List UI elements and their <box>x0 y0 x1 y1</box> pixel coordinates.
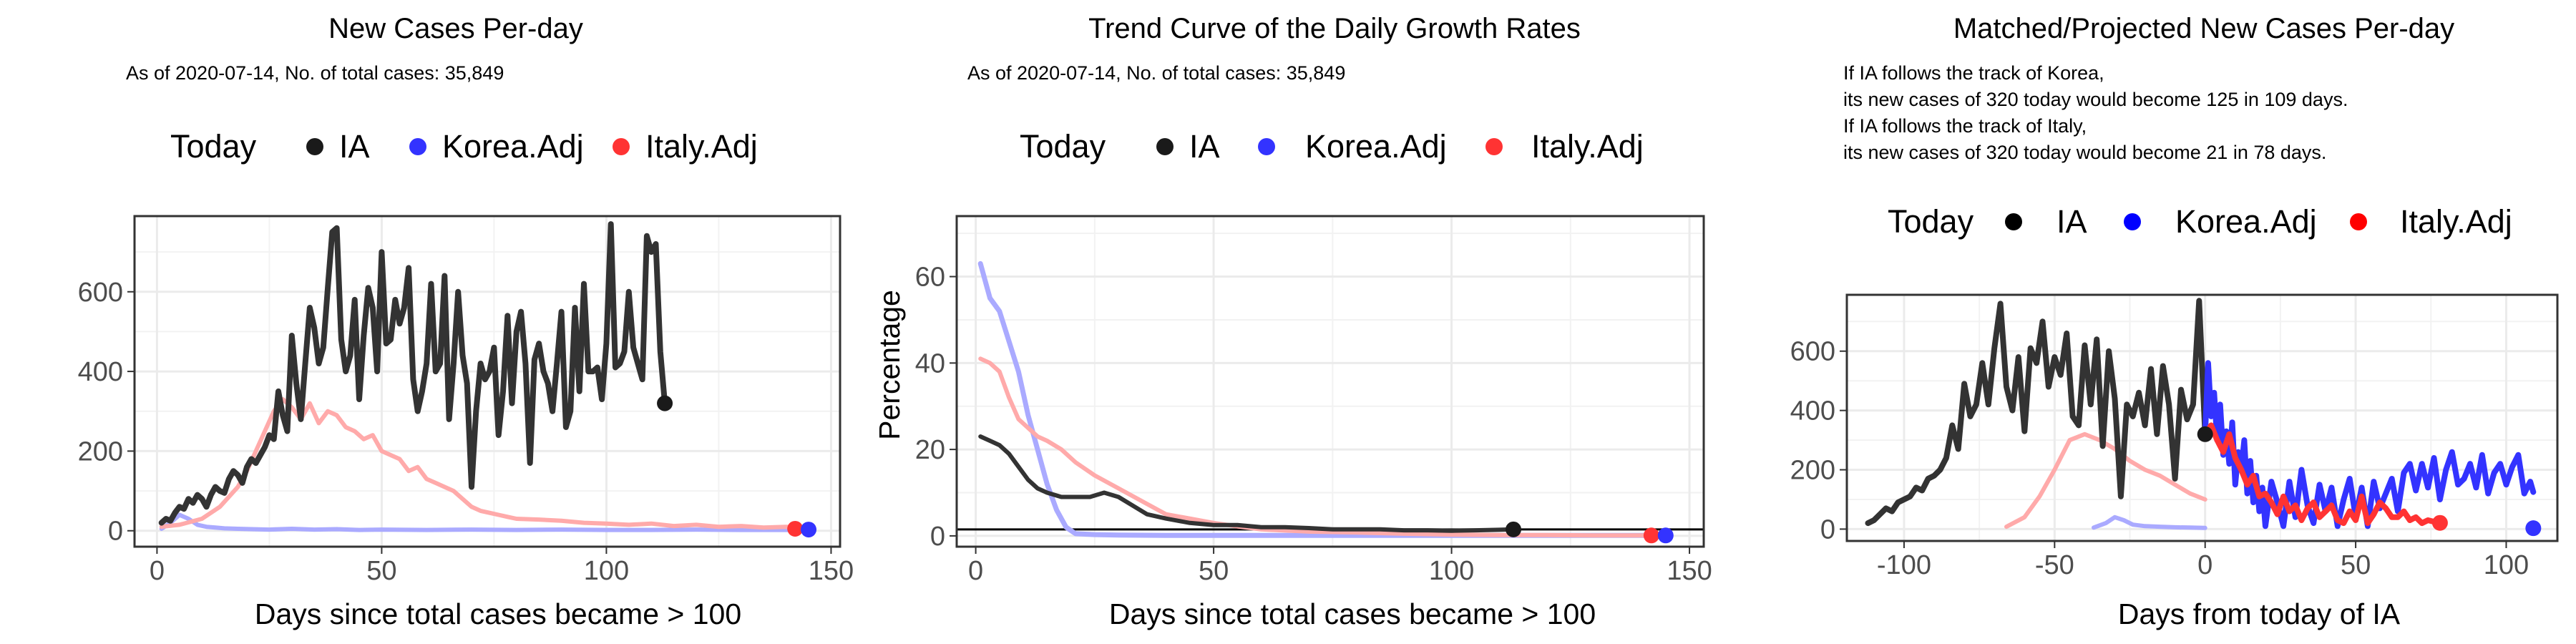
chart3-subtitle-line-2: its new cases of 320 today would become … <box>1843 89 2348 110</box>
legend-ia-dot <box>306 138 323 155</box>
legend-italy-label: Italy.Adj <box>645 128 758 165</box>
x-tick-label: 100 <box>584 556 629 586</box>
y-tick-label: 600 <box>1790 337 1835 367</box>
series-line-korea-adj <box>977 260 1669 538</box>
series-line-korea-adj-matched- <box>2092 514 2207 530</box>
panel-projected-cases: Matched/Projected New Cases Per-day If I… <box>1790 13 2559 630</box>
chart1-legend: Today IA Korea.Adj Italy.Adj <box>170 128 758 165</box>
y-tick-label: 0 <box>108 517 123 547</box>
x-tick-label: 0 <box>2197 550 2212 580</box>
chart2-plot: 0 50 100 150 0 20 40 60 <box>915 215 1712 586</box>
point-today <box>657 395 673 411</box>
panel-border <box>955 215 1705 548</box>
x-tick-label: 0 <box>150 556 165 586</box>
y-tick-label: 0 <box>930 522 945 552</box>
legend-korea-label: Korea.Adj <box>1305 128 1447 165</box>
y-tick-label: 200 <box>1790 456 1835 486</box>
panel-border <box>1845 293 2559 542</box>
x-tick-label: 100 <box>2484 550 2529 580</box>
y-tick-label: 200 <box>78 436 123 467</box>
point-korea-adj <box>2525 520 2542 537</box>
series-line-ia <box>978 434 1516 533</box>
x-tick-label: 0 <box>968 556 983 586</box>
chart3-subtitle-line-1: If IA follows the track of Korea, <box>1843 62 2104 84</box>
point-today <box>2197 426 2213 442</box>
y-tick-label: 60 <box>915 263 945 293</box>
chart3-subtitle-line-3: If IA follows the track of Italy, <box>1843 115 2087 137</box>
legend-italy-label: Italy.Adj <box>1531 128 1644 165</box>
chart3-x-axis-label: Days from today of IA <box>2118 597 2401 630</box>
legend-italy-dot <box>1485 138 1503 155</box>
y-tick-label: 400 <box>1790 396 1835 426</box>
chart3-subtitle-line-4: its new cases of 320 today would become … <box>1843 142 2326 163</box>
point-italy-adj <box>2431 514 2448 531</box>
series-line-italy-adj <box>978 356 1654 538</box>
chart1-subtitle: As of 2020-07-14, No. of total cases: 35… <box>126 62 504 84</box>
chart3-title: Matched/Projected New Cases Per-day <box>1953 13 2454 44</box>
y-tick-label: 0 <box>1820 514 1835 545</box>
legend-korea-label: Korea.Adj <box>442 128 584 165</box>
chart2-legend: Today IA Korea.Adj Italy.Adj <box>1020 128 1644 165</box>
legend-today-label: Today <box>1888 203 1974 240</box>
legend-korea-dot <box>409 138 426 155</box>
series-line-ia <box>1865 298 2208 527</box>
legend-today-label: Today <box>1020 128 1106 165</box>
x-tick-label: 50 <box>2341 550 2371 580</box>
legend-today-label: Today <box>170 128 257 165</box>
chart1-plot: 0 50 100 150 0 200 400 600 <box>78 215 854 586</box>
legend-korea-label: Korea.Adj <box>2175 203 2317 240</box>
chart1-title: New Cases Per-day <box>328 13 583 44</box>
legend-italy-dot <box>613 138 630 155</box>
x-tick-label: 50 <box>1199 556 1229 586</box>
legend-ia-dot <box>2005 213 2022 230</box>
legend-italy-label: Italy.Adj <box>2400 203 2512 240</box>
y-tick-label: 40 <box>915 348 945 379</box>
x-tick-label: -100 <box>1877 550 1931 580</box>
chart2-y-axis-label: Percentage <box>873 290 906 440</box>
y-tick-label: 600 <box>78 278 123 308</box>
series-line-korea-adj <box>2202 360 2537 530</box>
point-italy-adj <box>1643 527 1659 544</box>
series-line-korea-adj <box>159 512 811 532</box>
x-tick-label: 50 <box>366 556 396 586</box>
panel-growth-rates: Trend Curve of the Daily Growth Rates As… <box>873 13 1712 630</box>
chart3-plot: -100 -50 0 50 100 0 200 400 600 <box>1790 293 2559 580</box>
panel-border <box>133 215 841 548</box>
x-tick-label: -50 <box>2035 550 2074 580</box>
series-line-italy-adj <box>2202 422 2443 527</box>
point-today <box>1506 521 1522 537</box>
series-line-ia <box>158 221 668 526</box>
point-italy-adj <box>787 520 804 537</box>
point-korea-adj <box>801 522 817 538</box>
legend-ia-dot <box>1156 138 1174 155</box>
x-tick-label: 100 <box>1429 556 1474 586</box>
x-tick-label: 150 <box>1667 556 1712 586</box>
legend-korea-dot <box>2124 213 2141 230</box>
y-tick-label: 20 <box>915 435 945 465</box>
chart3-legend: Today IA Korea.Adj Italy.Adj <box>1888 203 2512 240</box>
panel-new-cases: New Cases Per-day As of 2020-07-14, No. … <box>78 13 854 630</box>
chart1-x-axis-label: Days since total cases became > 100 <box>255 597 741 630</box>
legend-korea-dot <box>1258 138 1275 155</box>
legend-italy-dot <box>2350 213 2367 230</box>
legend-ia-label: IA <box>2057 203 2087 240</box>
chart2-title: Trend Curve of the Daily Growth Rates <box>1088 13 1581 44</box>
y-tick-label: 400 <box>78 357 123 387</box>
series-line-italy-adj-matched- <box>2004 431 2207 530</box>
chart2-x-axis-label: Days since total cases became > 100 <box>1109 597 1596 630</box>
legend-ia-label: IA <box>1189 128 1220 165</box>
point-korea-adj <box>1657 527 1674 544</box>
chart2-subtitle: As of 2020-07-14, No. of total cases: 35… <box>967 62 1345 84</box>
x-tick-label: 150 <box>809 556 854 586</box>
legend-ia-label: IA <box>339 128 370 165</box>
